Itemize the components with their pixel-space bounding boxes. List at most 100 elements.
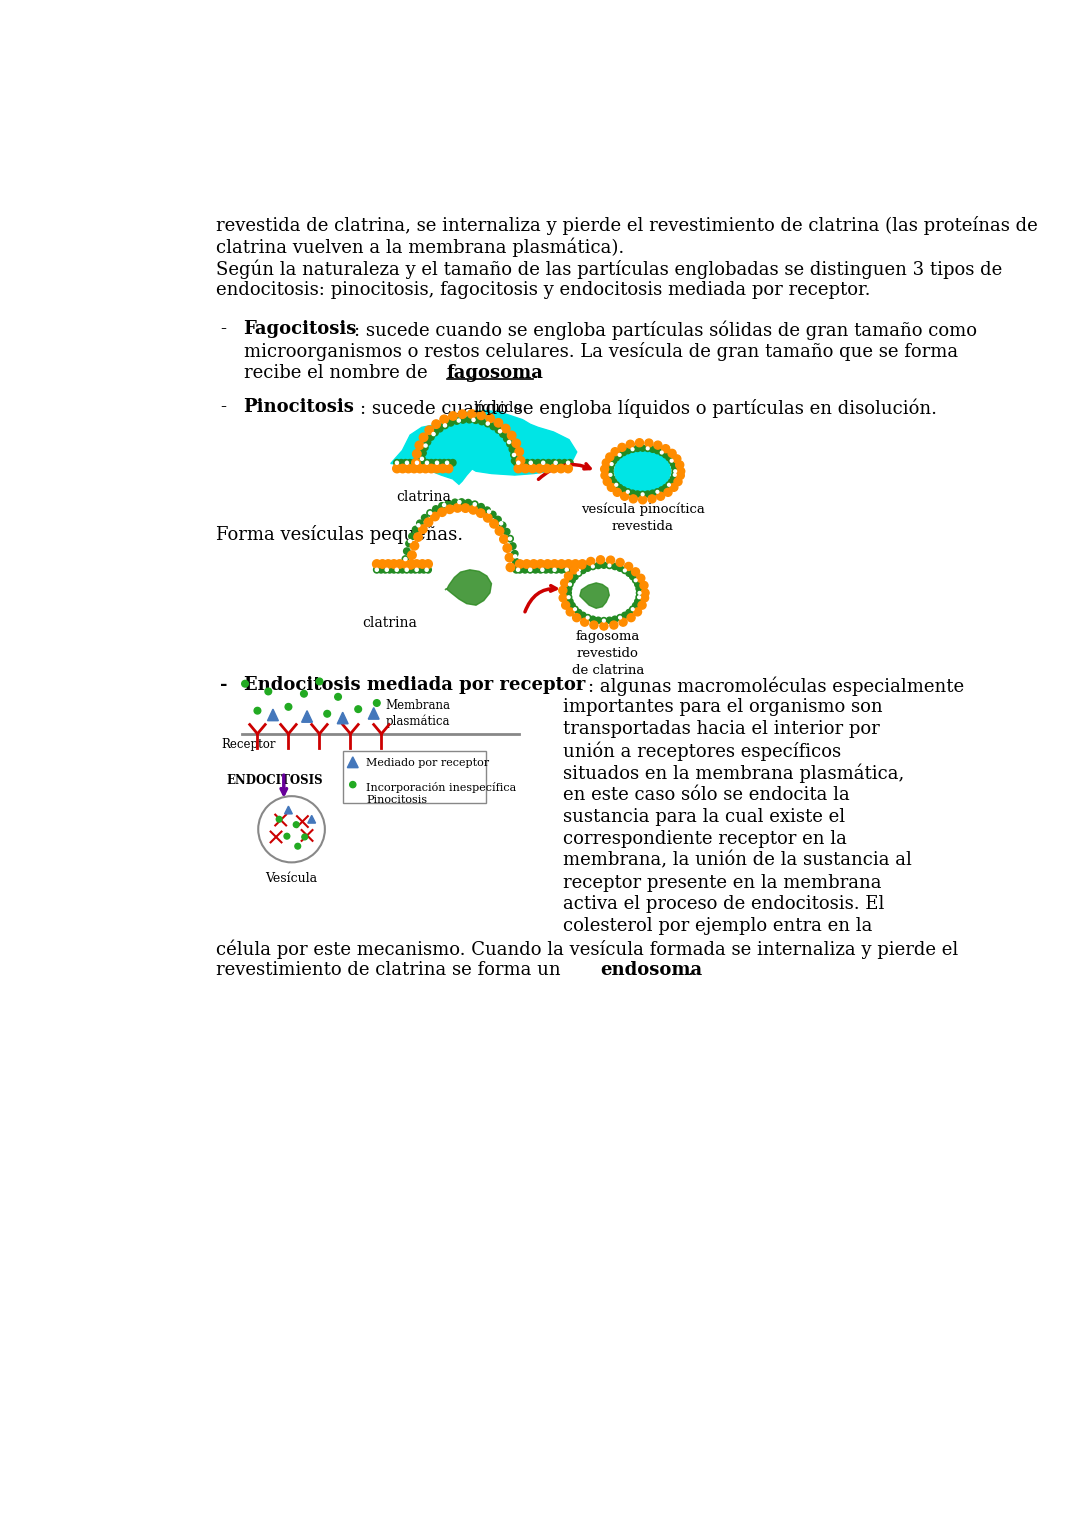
- Circle shape: [535, 460, 541, 466]
- Circle shape: [569, 567, 576, 573]
- Circle shape: [617, 565, 623, 571]
- Circle shape: [615, 484, 618, 486]
- Circle shape: [513, 559, 519, 565]
- Circle shape: [559, 594, 567, 602]
- Circle shape: [472, 501, 478, 507]
- Circle shape: [461, 504, 470, 513]
- Circle shape: [404, 464, 413, 473]
- Circle shape: [600, 562, 607, 568]
- Circle shape: [426, 461, 429, 464]
- Circle shape: [636, 589, 643, 596]
- Circle shape: [626, 609, 632, 615]
- Circle shape: [573, 608, 577, 611]
- Circle shape: [630, 446, 636, 452]
- Circle shape: [669, 478, 675, 484]
- Circle shape: [378, 560, 387, 568]
- Circle shape: [607, 484, 616, 492]
- Circle shape: [586, 617, 589, 618]
- Circle shape: [516, 568, 519, 571]
- Circle shape: [427, 464, 435, 473]
- Text: recibe el nombre de: recibe el nombre de: [243, 365, 433, 382]
- Text: revestida de clatrina, se internaliza y pierde el revestimiento de clatrina (las: revestida de clatrina, se internaliza y …: [216, 215, 1038, 235]
- Circle shape: [567, 599, 573, 605]
- Circle shape: [258, 796, 325, 863]
- Circle shape: [413, 560, 421, 568]
- Circle shape: [411, 567, 419, 573]
- Circle shape: [440, 415, 448, 423]
- Circle shape: [586, 557, 595, 565]
- Circle shape: [411, 458, 420, 467]
- Circle shape: [510, 542, 516, 550]
- Circle shape: [576, 609, 582, 615]
- Circle shape: [566, 585, 571, 591]
- Circle shape: [513, 460, 519, 466]
- Circle shape: [562, 602, 570, 609]
- Circle shape: [532, 567, 539, 573]
- Polygon shape: [337, 712, 348, 724]
- Circle shape: [505, 553, 514, 562]
- Circle shape: [436, 460, 443, 466]
- Circle shape: [610, 478, 617, 484]
- Circle shape: [631, 447, 634, 450]
- Circle shape: [454, 504, 462, 512]
- Circle shape: [382, 567, 389, 573]
- Circle shape: [427, 510, 433, 516]
- Circle shape: [441, 460, 447, 466]
- Circle shape: [447, 420, 454, 426]
- Circle shape: [513, 567, 519, 573]
- Circle shape: [442, 421, 448, 429]
- Circle shape: [507, 536, 513, 542]
- Circle shape: [500, 534, 509, 544]
- Circle shape: [503, 544, 512, 553]
- Circle shape: [416, 567, 422, 573]
- Circle shape: [556, 464, 565, 473]
- Circle shape: [423, 560, 432, 568]
- Circle shape: [613, 481, 620, 489]
- Circle shape: [562, 460, 568, 466]
- Circle shape: [503, 528, 510, 534]
- Circle shape: [395, 568, 399, 571]
- Circle shape: [424, 426, 433, 435]
- Circle shape: [578, 560, 585, 570]
- Circle shape: [545, 460, 552, 466]
- Text: clatrina vuelven a la membrana plasmática).: clatrina vuelven a la membrana plasmátic…: [216, 238, 624, 257]
- Polygon shape: [268, 709, 279, 721]
- Polygon shape: [445, 570, 491, 605]
- Circle shape: [590, 621, 598, 629]
- Circle shape: [407, 560, 415, 568]
- Circle shape: [404, 567, 410, 573]
- Circle shape: [444, 464, 453, 473]
- Text: vesícula pinocítica
revestida: vesícula pinocítica revestida: [581, 502, 704, 533]
- Circle shape: [638, 602, 646, 609]
- Circle shape: [408, 539, 411, 542]
- Circle shape: [623, 570, 626, 571]
- Circle shape: [387, 567, 393, 573]
- Circle shape: [607, 556, 615, 563]
- Circle shape: [626, 440, 634, 449]
- Circle shape: [611, 617, 618, 623]
- Circle shape: [567, 461, 569, 464]
- Circle shape: [424, 518, 433, 527]
- Circle shape: [406, 460, 413, 466]
- Circle shape: [335, 693, 341, 701]
- Circle shape: [416, 464, 424, 473]
- Circle shape: [386, 568, 389, 571]
- Circle shape: [431, 512, 440, 521]
- Circle shape: [355, 705, 362, 713]
- Circle shape: [415, 460, 421, 466]
- Circle shape: [638, 496, 647, 504]
- Circle shape: [554, 461, 557, 464]
- Circle shape: [402, 460, 409, 466]
- Text: -: -: [220, 321, 226, 339]
- Circle shape: [415, 441, 423, 449]
- Circle shape: [495, 426, 502, 434]
- Circle shape: [518, 460, 525, 466]
- Circle shape: [595, 617, 602, 623]
- Text: ENDOCITOSIS: ENDOCITOSIS: [227, 774, 323, 786]
- Circle shape: [458, 499, 464, 505]
- Circle shape: [642, 589, 649, 597]
- Circle shape: [410, 460, 417, 466]
- Circle shape: [383, 560, 392, 568]
- Polygon shape: [284, 806, 293, 814]
- Circle shape: [564, 560, 572, 568]
